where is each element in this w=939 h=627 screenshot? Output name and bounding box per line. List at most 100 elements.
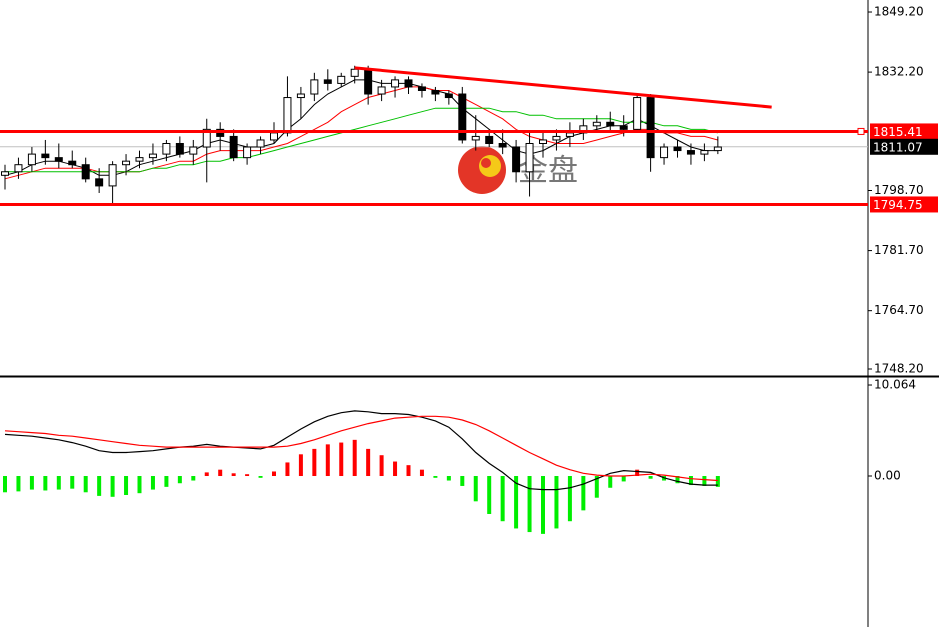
histogram-bar — [204, 472, 209, 477]
histogram-bar — [164, 476, 169, 487]
histogram-bar — [16, 476, 21, 492]
histogram-bar — [379, 455, 384, 477]
candle-body — [417, 86, 426, 91]
histogram-bar — [137, 476, 142, 494]
candle-body — [646, 97, 655, 159]
y-tick-label: 0.00 — [874, 469, 901, 483]
histogram-bar — [406, 465, 411, 477]
histogram-bar — [29, 476, 34, 490]
candle-body — [41, 153, 50, 159]
candle-body — [189, 146, 198, 155]
candle-body — [673, 146, 682, 152]
candle-body — [162, 142, 171, 155]
histogram-bar — [124, 476, 129, 495]
trendline — [354, 66, 772, 109]
candle-body — [175, 142, 184, 155]
histogram-bar — [245, 474, 250, 477]
candle-body — [404, 79, 413, 88]
histogram-bar — [487, 476, 492, 514]
price-label-box — [870, 196, 938, 213]
logo-core — [481, 158, 491, 168]
candle-body — [81, 164, 90, 180]
histogram-bar — [272, 471, 276, 477]
moving-average — [4, 79, 718, 176]
histogram-bar — [110, 476, 115, 497]
histogram-bar — [621, 476, 626, 482]
candle-body — [337, 75, 346, 84]
histogram-bar — [688, 476, 693, 486]
line-anchor — [857, 127, 865, 135]
histogram-bar — [635, 469, 640, 477]
candle-body — [619, 125, 628, 130]
histogram-bar — [218, 469, 223, 477]
histogram-bar — [473, 476, 478, 502]
histogram-bar — [675, 476, 680, 484]
histogram-bar — [298, 454, 303, 477]
histogram-bar — [433, 476, 438, 478]
candle-body — [296, 93, 305, 99]
histogram-bar — [312, 448, 317, 477]
histogram-bar — [3, 476, 7, 493]
candle-body — [310, 79, 319, 95]
y-tick-label: 1832.20 — [874, 65, 924, 79]
histogram-bar — [83, 476, 88, 493]
price-label-box — [870, 138, 938, 155]
y-tick-label: 1764.70 — [874, 303, 924, 317]
histogram-bar — [56, 476, 61, 490]
histogram-bar — [177, 476, 182, 484]
histogram-bar — [70, 476, 75, 489]
histogram-bar — [608, 476, 613, 488]
histogram-bar — [393, 461, 398, 477]
candle-body — [431, 89, 440, 95]
candle-body — [27, 153, 36, 166]
histogram-bar — [285, 462, 290, 477]
histogram-bar — [581, 476, 586, 511]
candle-body — [148, 153, 157, 159]
y-tick-label: 1781.70 — [874, 243, 924, 257]
macd-line — [4, 415, 718, 482]
candle-body — [122, 160, 131, 166]
histogram-bar — [43, 476, 48, 491]
candle-body — [713, 146, 722, 152]
candle-body — [229, 135, 238, 159]
candle-body — [323, 79, 332, 84]
candle-body — [350, 68, 359, 77]
candle-body — [592, 121, 601, 127]
candle-body — [283, 97, 292, 134]
histogram-bar — [554, 476, 559, 529]
histogram-bar — [702, 476, 707, 486]
histogram-bar — [514, 476, 519, 529]
watermark-logo — [458, 146, 506, 194]
histogram-bar — [419, 469, 424, 477]
histogram-bar — [97, 476, 102, 496]
candle-body — [700, 150, 709, 155]
histogram-bar — [567, 476, 572, 522]
histogram-bar — [352, 439, 357, 477]
candle-body — [108, 164, 117, 187]
candle-body — [552, 135, 561, 141]
y-tick-label: 10.064 — [874, 378, 916, 392]
histogram-bar — [366, 448, 371, 477]
candle-body — [256, 139, 265, 148]
y-tick-label: 1748.20 — [874, 361, 924, 375]
candle-body — [54, 157, 63, 162]
candle-body — [270, 132, 278, 141]
macd-line — [4, 410, 718, 491]
histogram-bar — [150, 476, 155, 490]
histogram-bar — [325, 444, 330, 477]
candle-body — [1, 171, 9, 176]
candle-body — [68, 160, 77, 166]
candle-body — [471, 135, 480, 141]
candle-body — [565, 132, 574, 137]
histogram-bar — [500, 476, 505, 522]
candle-body — [135, 157, 144, 162]
candle-body — [606, 121, 615, 127]
histogram-bar — [460, 476, 465, 486]
price-label: 1811.07 — [873, 140, 923, 154]
candle-body — [377, 86, 386, 95]
histogram-bar — [258, 476, 263, 478]
candle-body — [391, 79, 400, 88]
price-label-box — [870, 123, 938, 140]
candle-body — [525, 142, 534, 173]
